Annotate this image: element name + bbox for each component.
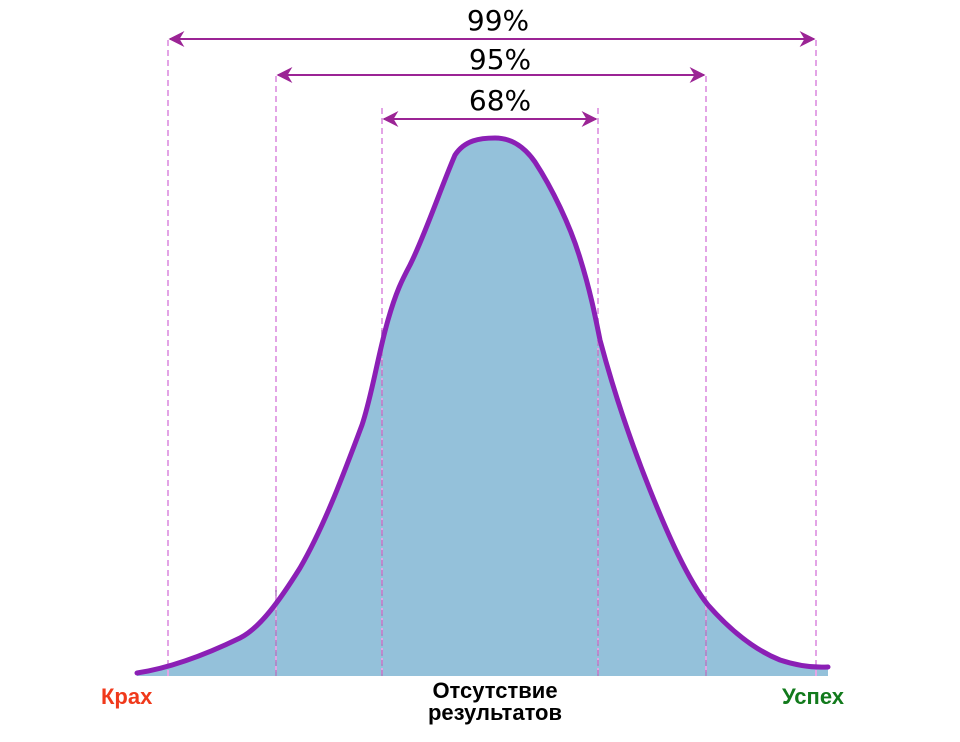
center-outcome-label-line1: Отсутствие xyxy=(432,678,558,703)
interval-label-95: 95% xyxy=(469,43,531,76)
interval-label-99: 99% xyxy=(467,4,529,37)
right-outcome-label: Успех xyxy=(782,684,845,709)
distribution-fill xyxy=(137,138,828,676)
center-outcome-label-line2: результатов xyxy=(427,700,563,725)
interval-arrows xyxy=(168,31,816,127)
distribution-curve xyxy=(134,135,831,676)
left-outcome-label: Крах xyxy=(101,684,153,709)
interval-label-68: 68% xyxy=(469,84,531,117)
